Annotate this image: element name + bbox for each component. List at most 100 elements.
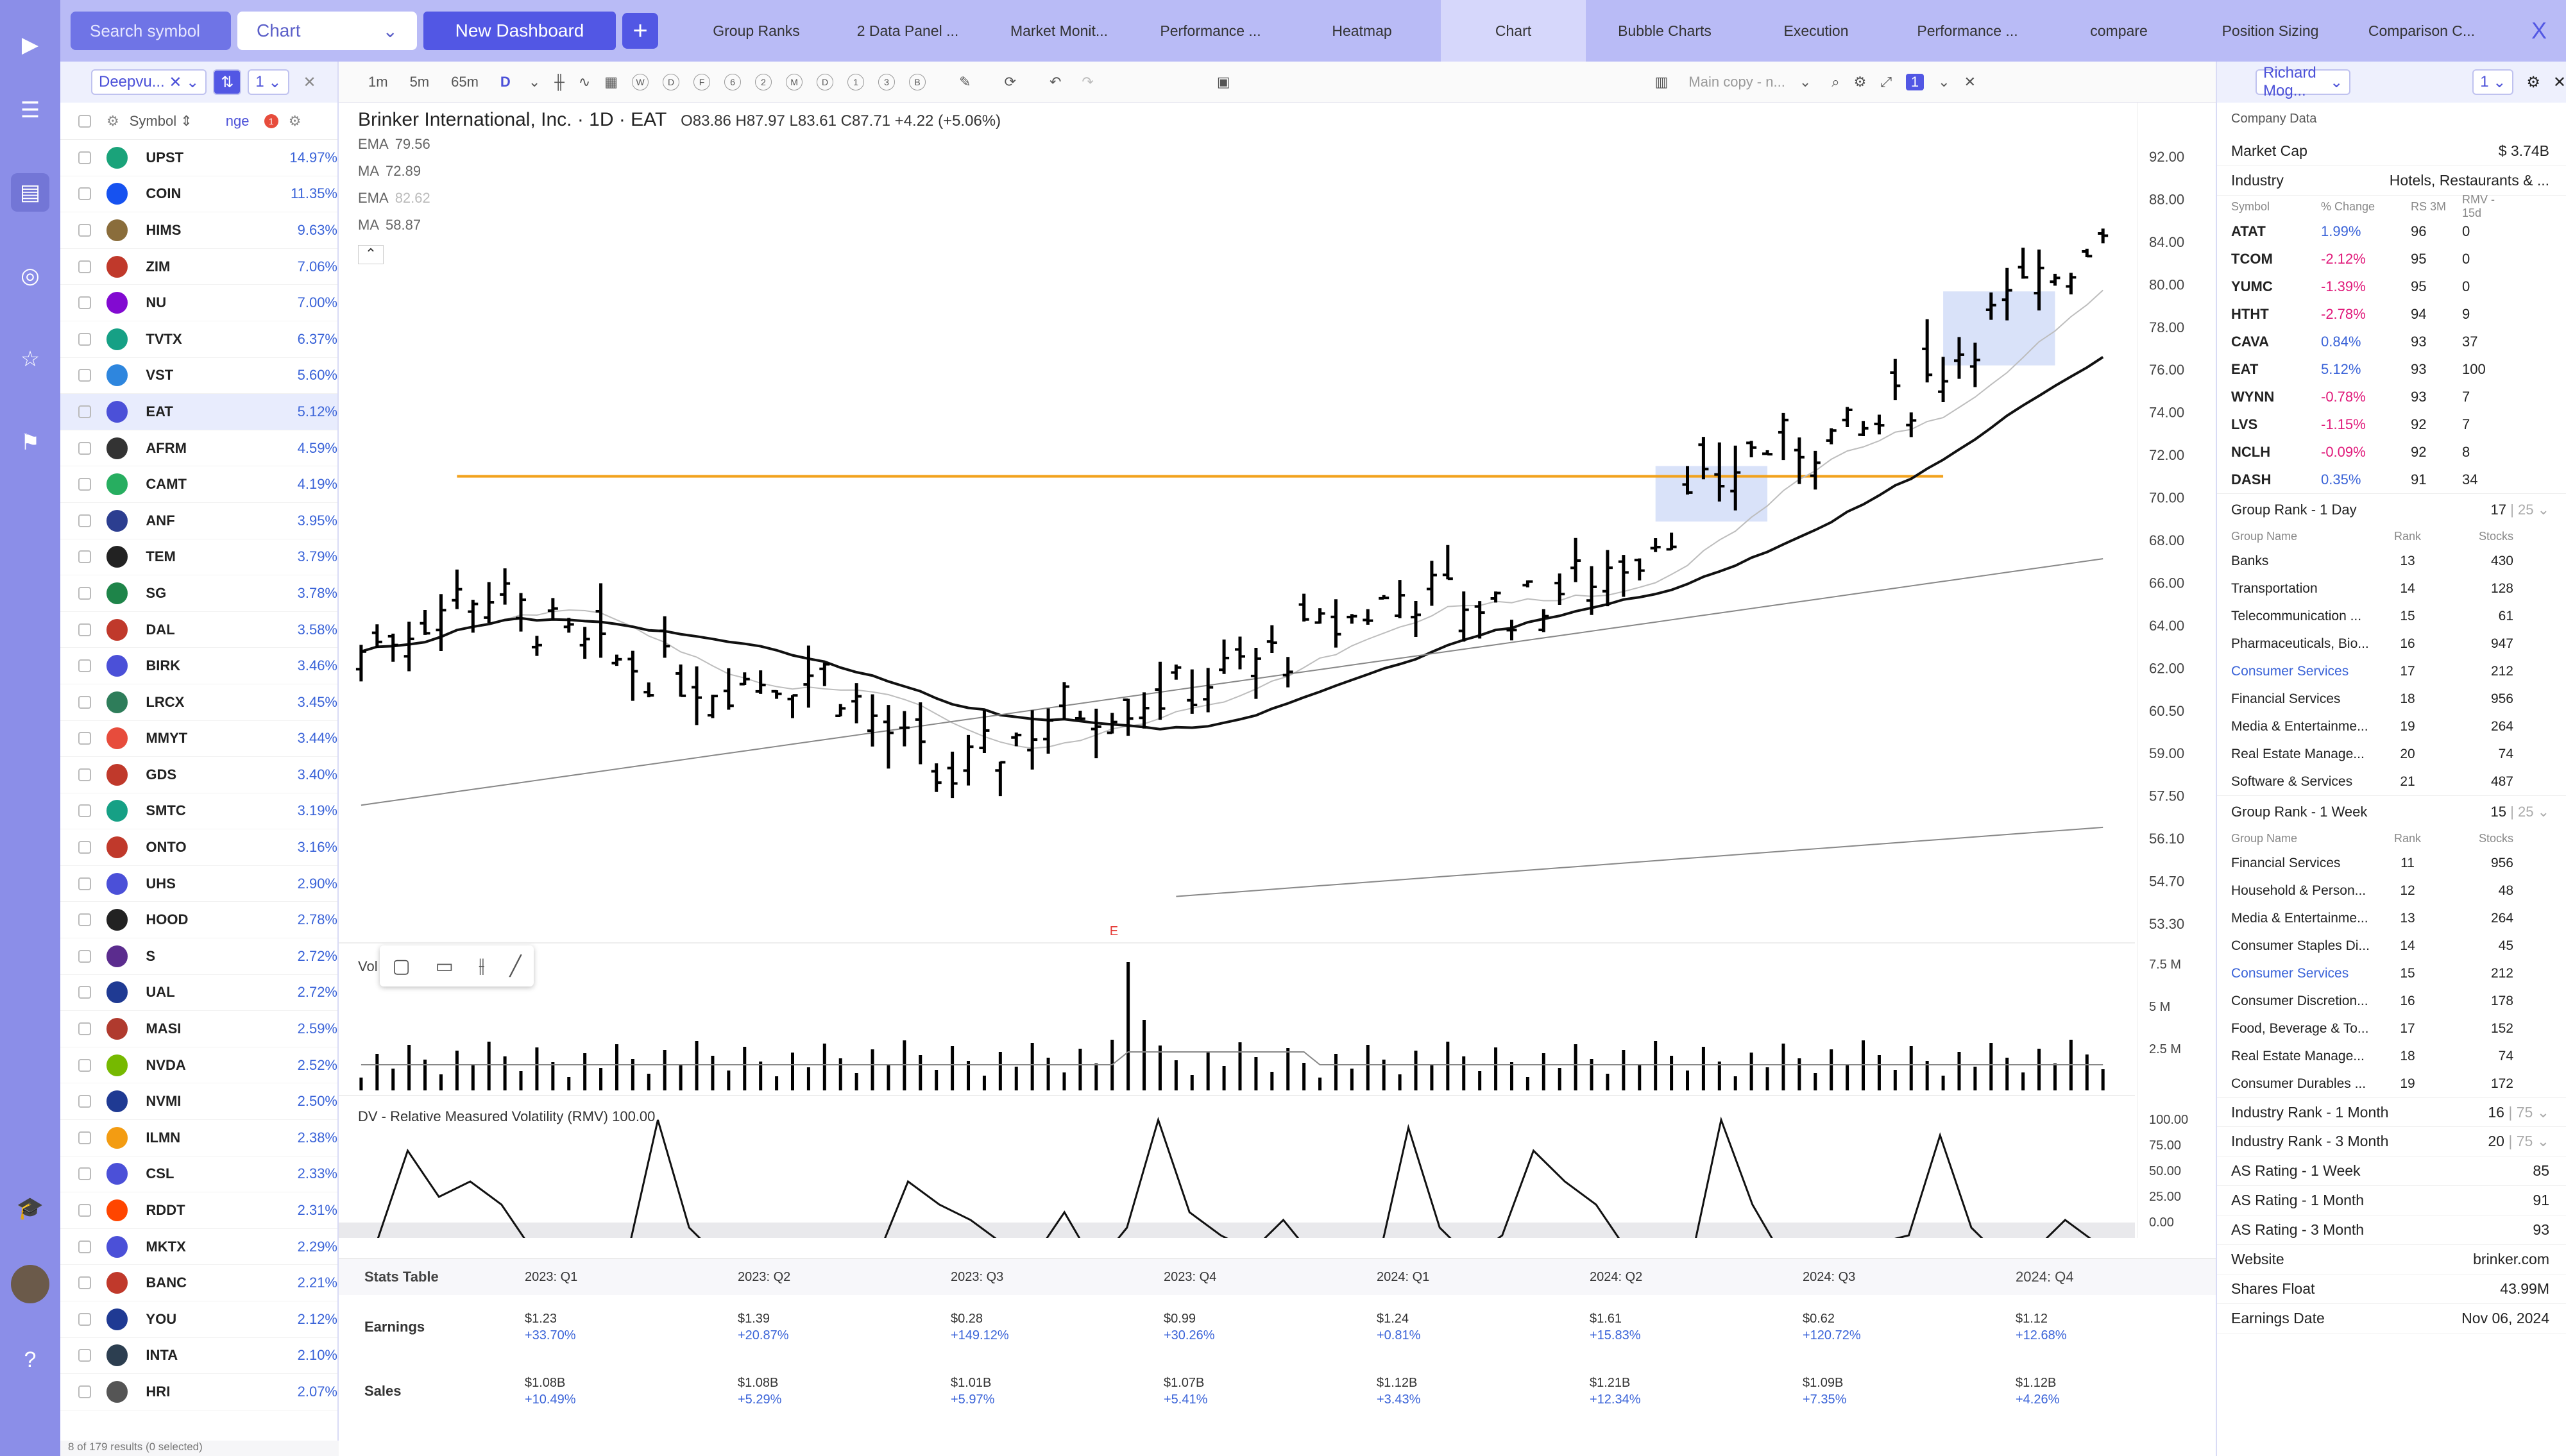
watchlist-row[interactable]: LRCX 3.45% xyxy=(60,684,337,721)
company-settings-icon[interactable]: ⚙ xyxy=(2526,73,2540,91)
row-checkbox[interactable] xyxy=(78,695,91,709)
gear-icon[interactable]: ⚙ xyxy=(106,112,119,129)
row-checkbox[interactable] xyxy=(78,732,91,745)
row-checkbox[interactable] xyxy=(78,841,91,854)
watchlist-link-select[interactable]: 1 ⌄ xyxy=(248,69,289,95)
dashboard-icon[interactable]: ▤ xyxy=(11,173,49,212)
watchlist-row[interactable]: BANC 2.21% xyxy=(60,1265,337,1301)
watchlist-row[interactable]: BIRK 3.46% xyxy=(60,648,337,684)
range-1[interactable]: 1 xyxy=(847,73,865,90)
peer-row[interactable]: EAT 5.12% 93 100 xyxy=(2217,355,2566,383)
link-chevron-icon[interactable]: ⌄ xyxy=(1938,73,1950,90)
indicator-ema-1[interactable]: EMA 79.56 xyxy=(358,136,430,153)
range-w[interactable]: W xyxy=(632,73,649,90)
group-row[interactable]: Banks 13 430 xyxy=(2217,547,2566,575)
tf-1m[interactable]: 1m xyxy=(368,73,388,90)
range-m[interactable]: M xyxy=(786,73,803,90)
watchlist-row[interactable]: ILMN 2.38% xyxy=(60,1120,337,1156)
megaphone-icon[interactable]: ⚑ xyxy=(20,430,40,455)
group-row[interactable]: Household & Person... 12 48 xyxy=(2217,877,2566,904)
tab-market-monitor[interactable]: Market Monit... xyxy=(1010,22,1109,39)
fullscreen-icon[interactable]: ⤢ xyxy=(1880,73,1892,90)
peer-row[interactable]: TCOM -2.12% 95 0 xyxy=(2217,245,2566,273)
watchlist-row[interactable]: SMTC 3.19% xyxy=(60,793,337,830)
new-dashboard-button[interactable]: New Dashboard xyxy=(423,12,616,50)
undo-icon[interactable]: ↶ xyxy=(1049,73,1062,90)
company-layout-select[interactable]: Richard Mog... ⌄ xyxy=(2256,64,2351,99)
watchlist-select[interactable]: Deepvu... ✕ ⌄ xyxy=(91,69,207,95)
row-checkbox[interactable] xyxy=(78,1095,91,1108)
company-link-select[interactable]: 1 ⌄ xyxy=(2472,69,2514,95)
peer-row[interactable]: HTHT -2.78% 94 9 xyxy=(2217,300,2566,328)
watchlist-row[interactable]: UAL 2.72% xyxy=(60,975,337,1012)
row-checkbox[interactable] xyxy=(78,1204,91,1217)
group-row[interactable]: Media & Entertainme... 19 264 xyxy=(2217,713,2566,740)
indicator-ma-2[interactable]: MA 58.87 xyxy=(358,217,421,233)
row-checkbox[interactable] xyxy=(78,1276,91,1290)
company-close-icon[interactable]: ✕ xyxy=(2553,73,2566,91)
group-row[interactable]: Pharmaceuticals, Bio... 16 947 xyxy=(2217,630,2566,657)
layout-name[interactable]: Main copy - n... xyxy=(1688,73,1785,90)
peer-row[interactable]: DASH 0.35% 91 34 xyxy=(2217,466,2566,493)
peer-row[interactable]: YUMC -1.39% 95 0 xyxy=(2217,273,2566,300)
watchlist-row[interactable]: MKTX 2.29% xyxy=(60,1229,337,1266)
row-checkbox[interactable] xyxy=(78,405,91,418)
peer-row[interactable]: LVS -1.15% 92 7 xyxy=(2217,411,2566,438)
range-f[interactable]: F xyxy=(693,73,711,90)
tf-chevron-icon[interactable]: ⌄ xyxy=(528,73,541,90)
tab-performance-2[interactable]: Performance ... xyxy=(1917,22,2018,39)
watchlist-row[interactable]: TVTX 6.37% xyxy=(60,321,337,358)
row-checkbox[interactable] xyxy=(78,586,91,600)
chart-close-icon[interactable]: ✕ xyxy=(1964,73,1976,90)
range-3[interactable]: 3 xyxy=(878,73,896,90)
row-checkbox[interactable] xyxy=(78,623,91,636)
row-checkbox[interactable] xyxy=(78,804,91,818)
row-checkbox[interactable] xyxy=(78,514,91,527)
x-logo-icon[interactable]: X xyxy=(2531,17,2547,44)
price-chart[interactable]: 92.00 88.00 84.00 80.00 78.00 76.00 74.00 72.00… xyxy=(339,103,2216,1238)
redo-icon[interactable]: ↷ xyxy=(1082,73,1094,90)
watchlist-row[interactable]: SG 3.78% xyxy=(60,575,337,612)
zoom-icon[interactable]: ⌕ xyxy=(1831,73,1840,90)
row-checkbox[interactable] xyxy=(78,768,91,781)
refresh-icon[interactable]: ⟳ xyxy=(1004,73,1016,90)
row-checkbox[interactable] xyxy=(78,332,91,346)
row-checkbox[interactable] xyxy=(78,986,91,999)
row-checkbox[interactable] xyxy=(78,1240,91,1253)
row-checkbox[interactable] xyxy=(78,1131,91,1144)
row-checkbox[interactable] xyxy=(78,1167,91,1181)
group-row[interactable]: Financial Services 11 956 xyxy=(2217,849,2566,877)
range-6[interactable]: 6 xyxy=(724,73,742,90)
star-icon[interactable]: ☆ xyxy=(20,347,40,371)
industry-rank-1m-row[interactable]: Industry Rank - 1 Month 16 | 75 ⌄ xyxy=(2217,1097,2566,1127)
watchlist-row[interactable]: AFRM 4.59% xyxy=(60,430,337,467)
group-row[interactable]: Financial Services 18 956 xyxy=(2217,685,2566,713)
bar-pattern-tool-icon[interactable]: ⫲ xyxy=(478,955,485,976)
tf-daily[interactable]: D xyxy=(500,73,511,90)
watchlist-row[interactable]: HIMS 9.63% xyxy=(60,212,337,249)
add-tab-button[interactable]: + xyxy=(622,13,658,49)
pencil-icon[interactable]: ✎ xyxy=(959,73,971,90)
watchlist-row[interactable]: RDDT 2.31% xyxy=(60,1192,337,1229)
group-row[interactable]: Consumer Services 17 212 xyxy=(2217,657,2566,685)
chart-settings-icon[interactable]: ⚙ xyxy=(1853,73,1867,90)
templates-icon[interactable]: ▦ xyxy=(604,73,618,90)
row-checkbox[interactable] xyxy=(78,877,91,890)
watchlist-row[interactable]: YOU 2.12% xyxy=(60,1301,337,1338)
row-checkbox[interactable] xyxy=(78,1022,91,1036)
range-d[interactable]: D xyxy=(663,73,680,90)
tab-performance-1[interactable]: Performance ... xyxy=(1160,22,1261,39)
select-all-checkbox[interactable] xyxy=(78,114,91,128)
radar-icon[interactable]: ◎ xyxy=(21,264,40,288)
settings-icon[interactable]: ⚙ xyxy=(288,112,302,129)
column-settings-button[interactable]: ⇅ xyxy=(213,69,242,95)
avatar[interactable] xyxy=(11,1265,49,1303)
row-checkbox[interactable] xyxy=(78,1312,91,1326)
help-icon[interactable]: ? xyxy=(24,1347,37,1372)
row-checkbox[interactable] xyxy=(78,260,91,273)
row-checkbox[interactable] xyxy=(78,187,91,201)
row-checkbox[interactable] xyxy=(78,223,91,237)
tab-heatmap[interactable]: Heatmap xyxy=(1332,22,1392,39)
bar-type-icon[interactable]: ╫ xyxy=(554,73,565,90)
tab-2-data-panel[interactable]: 2 Data Panel ... xyxy=(856,22,959,39)
